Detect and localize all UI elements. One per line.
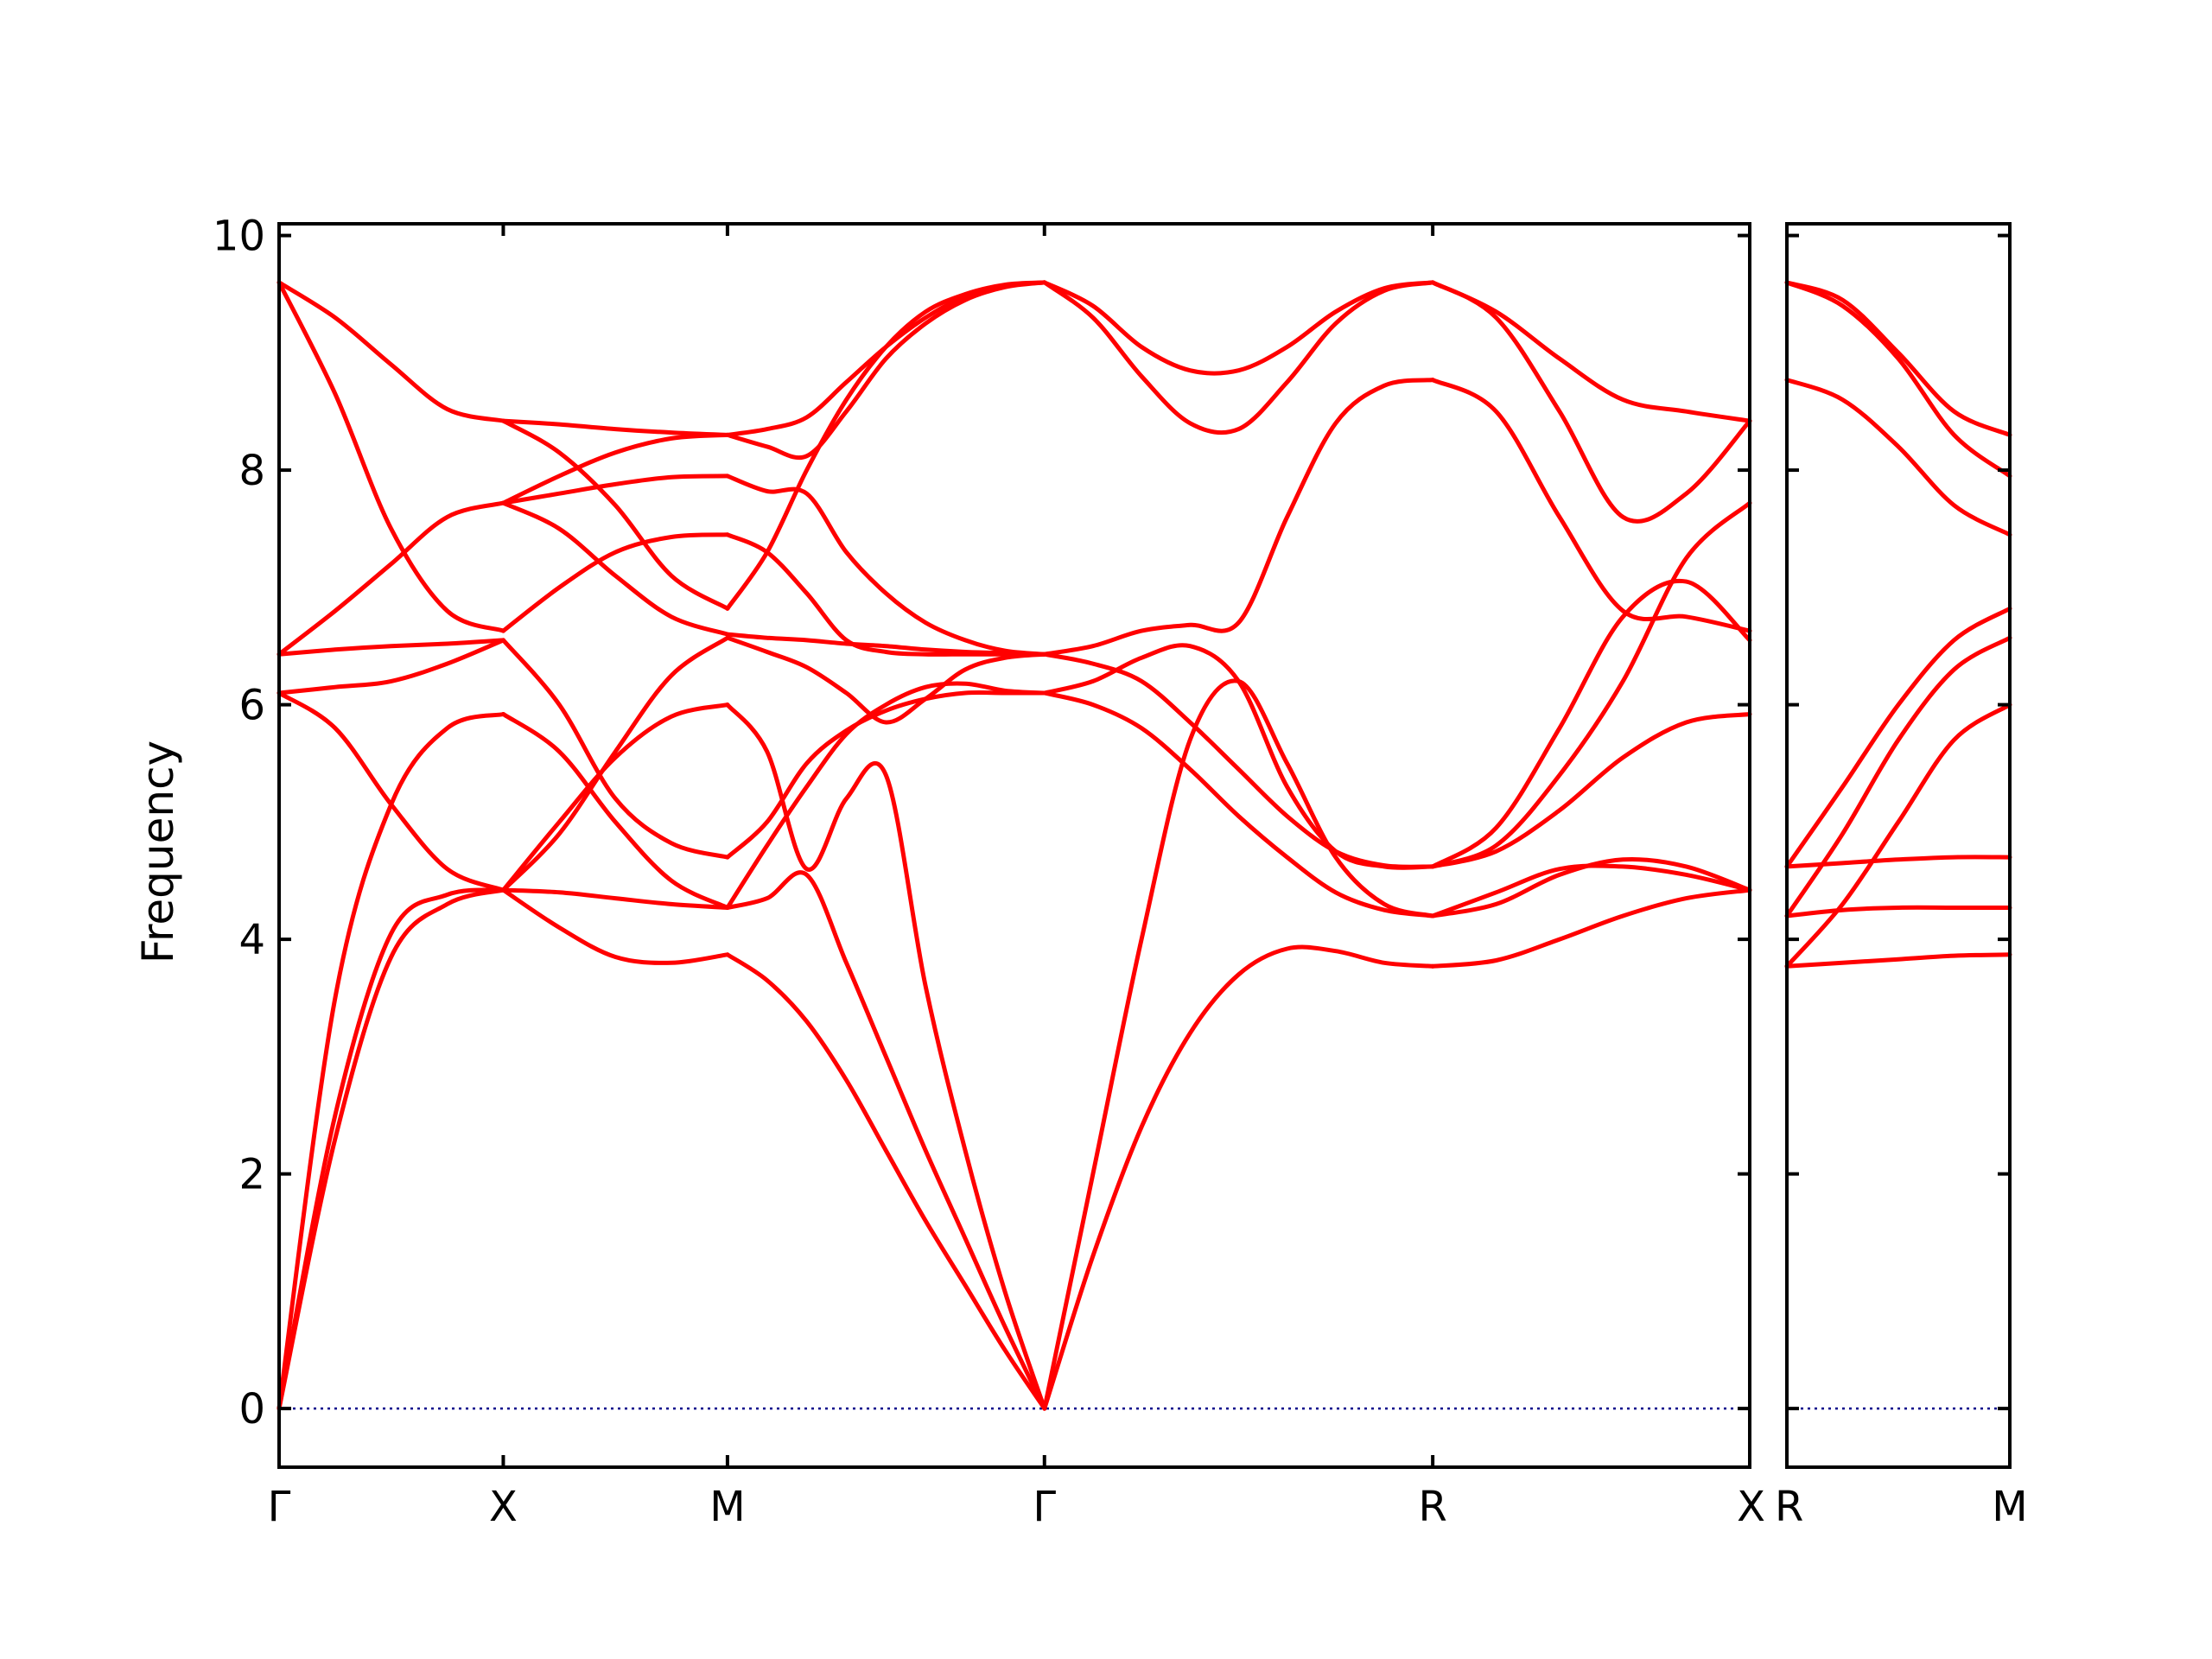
band-line-1-3-12 bbox=[725, 280, 1047, 461]
band-line-1-4-1 bbox=[1042, 944, 1435, 1411]
band-line-1-4-6 bbox=[1042, 378, 1435, 657]
band-line-1-3-2 bbox=[725, 870, 1047, 1411]
band-line-1-3-5 bbox=[725, 681, 1047, 910]
band-line-1-2-1 bbox=[501, 887, 730, 965]
band-line-1-4-4 bbox=[1042, 643, 1435, 870]
band-line-1-1-5 bbox=[276, 638, 505, 696]
band-line-1-1-3 bbox=[276, 690, 505, 893]
x-tick-label: R bbox=[1418, 1483, 1446, 1531]
band-line-2-1-7 bbox=[1784, 378, 2012, 537]
band-line-1-4-8 bbox=[1042, 280, 1435, 376]
band-line-1-2-7 bbox=[501, 500, 730, 637]
band-line-1-2-11 bbox=[501, 432, 730, 505]
plot-frame bbox=[1785, 222, 2012, 1469]
y-tick-label: 6 bbox=[238, 682, 265, 730]
band-line-1-2-6 bbox=[501, 702, 730, 893]
band-line-1-1-8 bbox=[276, 500, 505, 657]
band-line-1-4-2 bbox=[1042, 678, 1435, 1411]
band-line-1-2-5 bbox=[501, 638, 730, 860]
x-tick-label: X bbox=[489, 1483, 518, 1531]
band-line-2-1-1 bbox=[1784, 952, 2012, 969]
band-line-1-2-12 bbox=[501, 418, 730, 437]
band-line-1-2-10 bbox=[501, 418, 730, 611]
band-line-1-2-4 bbox=[501, 712, 730, 910]
band-line-2-1-5 bbox=[1784, 635, 2012, 918]
band-line-1-2-2 bbox=[501, 887, 730, 910]
band-line-1-3-8 bbox=[725, 532, 1047, 657]
band-line-2-1-4 bbox=[1784, 702, 2012, 969]
band-line-1-3-1 bbox=[725, 952, 1047, 1411]
band-line-1-5-4 bbox=[1430, 500, 1752, 869]
band-line-2-1-2 bbox=[1784, 905, 2012, 918]
band-line-1-2-9 bbox=[501, 474, 730, 505]
band-line-1-1-2 bbox=[276, 887, 505, 1411]
plot-frame bbox=[277, 222, 1751, 1469]
band-line-1-3-9 bbox=[725, 474, 1047, 657]
band-line-1-5-5 bbox=[1430, 712, 1752, 869]
band-line-2-1-8 bbox=[1784, 280, 2012, 479]
y-axis-label: Frequency bbox=[133, 741, 183, 963]
y-tick-label: 0 bbox=[238, 1385, 265, 1433]
y-tick-label: 10 bbox=[213, 213, 265, 261]
y-tick-label: 8 bbox=[238, 447, 265, 495]
band-line-1-3-4 bbox=[725, 690, 1047, 860]
band-line-1-1-9 bbox=[276, 280, 505, 423]
band-line-1-5-9 bbox=[1430, 280, 1752, 423]
band-line-1-5-7 bbox=[1430, 378, 1752, 633]
band-line-1-1-6 bbox=[276, 638, 505, 657]
band-line-1-4-5 bbox=[1042, 652, 1435, 869]
band-line-1-5-1 bbox=[1430, 887, 1752, 969]
band-line-1-1-7 bbox=[276, 280, 505, 633]
band-line-1-4-7 bbox=[1042, 280, 1435, 435]
band-line-1-3-6 bbox=[725, 635, 1047, 725]
band-line-1-4-3 bbox=[1042, 690, 1435, 918]
band-line-1-3-3 bbox=[725, 702, 1047, 1411]
band-line-2-1-6 bbox=[1784, 606, 2012, 869]
x-tick-label: Γ bbox=[268, 1483, 291, 1531]
y-tick-label: 4 bbox=[238, 916, 265, 964]
band-line-2-1-9 bbox=[1784, 280, 2012, 437]
x-tick-label: M bbox=[1992, 1483, 2027, 1531]
x-tick-label: M bbox=[709, 1483, 745, 1531]
x-tick-label: X bbox=[1737, 1483, 1765, 1531]
band-line-1-5-8 bbox=[1430, 280, 1752, 524]
band-line-1-2-3 bbox=[501, 635, 730, 893]
band-line-1-5-3 bbox=[1430, 863, 1752, 918]
band-line-1-5-6 bbox=[1430, 578, 1752, 869]
panel-1: 0 2 4 6 8 10 Γ X M Γ R X bbox=[213, 213, 1765, 1531]
x-tick-label: R bbox=[1775, 1483, 1803, 1531]
band-line-1-2-8 bbox=[501, 532, 730, 633]
y-tick-label: 2 bbox=[238, 1151, 265, 1199]
band-line-1-1-4 bbox=[276, 712, 505, 1411]
x-tick-label: Γ bbox=[1033, 1483, 1056, 1531]
